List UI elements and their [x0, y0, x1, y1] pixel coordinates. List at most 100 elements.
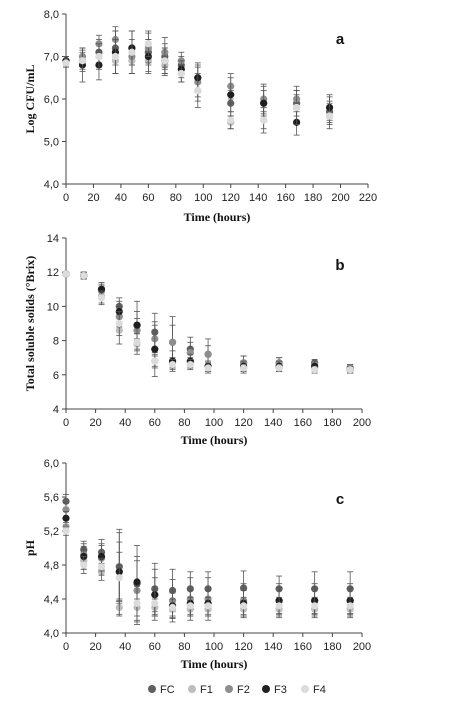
x-tick-label: 200	[353, 417, 371, 429]
x-axis-label: Time (hours)	[184, 210, 251, 224]
legend-marker	[225, 685, 233, 693]
data-point	[260, 116, 268, 124]
y-tick-label: 6,0	[44, 94, 59, 106]
x-tick-label: 120	[234, 417, 252, 429]
data-point	[204, 602, 212, 610]
legend-marker	[301, 685, 309, 693]
x-tick-label: 20	[87, 192, 99, 204]
y-tick-label: 14	[47, 233, 59, 245]
data-point	[128, 48, 136, 56]
data-point	[311, 366, 319, 374]
data-point	[62, 514, 70, 522]
x-tick-label: 180	[323, 641, 341, 653]
data-point	[168, 360, 177, 369]
data-point	[78, 57, 87, 65]
y-tick-label: 5,6	[44, 492, 59, 504]
x-tick-label: 0	[63, 192, 69, 204]
x-tick-label: 100	[205, 641, 223, 653]
data-point	[62, 59, 70, 67]
data-point	[80, 561, 88, 569]
legend-item: F4	[313, 684, 326, 696]
x-tick-label: 20	[89, 417, 101, 429]
y-axis-label: Log CFU/mL	[23, 65, 37, 134]
data-point	[161, 57, 169, 65]
y-tick-label: 4,0	[44, 628, 59, 640]
y-tick-label: 8,0	[44, 9, 59, 21]
chart-panel-c: 4,0 4,4 4,8 5,2 5,6 6,0 0 20 40 60 80 100 120 140 160 1…	[23, 458, 371, 671]
x-tick-label: 160	[294, 641, 312, 653]
data-point	[186, 602, 194, 610]
x-tick-label: 60	[142, 192, 154, 204]
y-tick-label: 6,0	[44, 458, 59, 470]
data-point	[227, 91, 235, 99]
data-point	[97, 563, 106, 571]
data-point	[151, 345, 159, 353]
y-tick-label: 6	[53, 370, 59, 382]
x-tick-label: 140	[264, 417, 282, 429]
x-tick-label: 80	[178, 641, 190, 653]
x-tick-label: 160	[294, 417, 312, 429]
x-tick-label: 100	[194, 192, 212, 204]
data-point	[260, 99, 268, 107]
x-tick-label: 180	[323, 417, 341, 429]
data-point	[144, 40, 152, 48]
y-tick-label: 4,0	[44, 179, 59, 191]
legend-marker	[148, 685, 156, 693]
data-point	[325, 112, 334, 120]
data-point	[115, 574, 123, 582]
x-tick-label: 80	[178, 417, 190, 429]
x-tick-label: 0	[63, 417, 69, 429]
data-point	[275, 602, 283, 610]
data-point	[346, 602, 354, 610]
x-tick-label: 120	[222, 192, 240, 204]
y-tick-label: 4	[53, 404, 59, 416]
legend-item: F2	[237, 684, 250, 696]
data-point	[97, 294, 106, 302]
x-tick-label: 100	[205, 417, 223, 429]
x-axis-label: Time (hours)	[181, 433, 248, 447]
data-point	[346, 366, 354, 374]
data-point	[151, 599, 159, 607]
data-point	[115, 319, 123, 328]
y-tick-label: 4,8	[44, 560, 59, 572]
x-tick-label: 60	[149, 641, 161, 653]
data-point	[62, 270, 70, 278]
data-point	[204, 350, 212, 358]
x-tick-label: 40	[115, 192, 127, 204]
x-tick-label: 40	[119, 417, 131, 429]
series-f4	[62, 30, 334, 134]
x-tick-label: 140	[249, 192, 267, 204]
data-point	[168, 603, 177, 612]
series-f2	[62, 270, 354, 372]
y-tick-label: 8	[53, 336, 59, 348]
legend-item: F3	[274, 684, 287, 696]
panel-label: a	[336, 31, 345, 48]
data-point	[95, 52, 103, 61]
legend-marker	[188, 685, 196, 693]
x-tick-label: 140	[264, 641, 282, 653]
data-point	[293, 103, 301, 112]
x-tick-label: 60	[149, 417, 161, 429]
data-point	[133, 599, 141, 607]
series-f4	[62, 270, 354, 374]
legend-marker	[262, 685, 270, 693]
x-tick-label: 180	[304, 192, 322, 204]
x-axis-label: Time (hours)	[181, 657, 248, 671]
data-point	[311, 602, 319, 610]
legend-item: F1	[200, 684, 213, 696]
y-tick-label: 4,4	[44, 594, 59, 606]
data-point	[186, 360, 194, 369]
data-point	[204, 364, 212, 372]
data-point	[275, 364, 283, 372]
data-point	[194, 86, 202, 95]
y-tick-label: 12	[47, 267, 59, 279]
data-point	[133, 321, 141, 329]
data-point	[227, 116, 235, 124]
data-point	[111, 52, 120, 61]
x-tick-label: 120	[234, 641, 252, 653]
x-tick-label: 160	[276, 192, 294, 204]
x-tick-label: 200	[353, 641, 371, 653]
panel-label: b	[335, 257, 344, 274]
y-axis-label: Total soluble solids (°Brix)	[23, 256, 37, 391]
